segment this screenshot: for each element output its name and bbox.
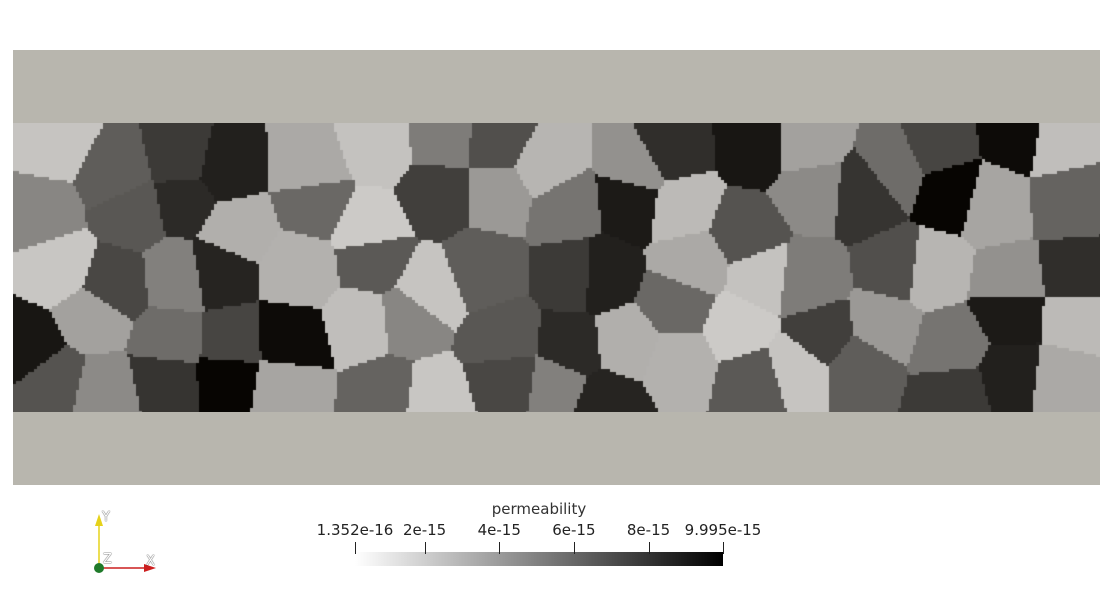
z-axis-label: Z bbox=[103, 552, 112, 567]
colorbar-title: permeability bbox=[491, 500, 587, 518]
colorbar-tick-label: 1.352e-16 bbox=[316, 521, 394, 539]
orientation-axes: Y Z X bbox=[88, 508, 168, 578]
colorbar-tick-label: 8e-15 bbox=[626, 521, 671, 539]
colorbar-ramp bbox=[355, 552, 723, 566]
mesh-canvas bbox=[13, 123, 1100, 412]
voronoi-mesh bbox=[13, 123, 1100, 412]
z-axis-dot bbox=[94, 563, 104, 573]
x-axis-arrowhead bbox=[144, 564, 156, 572]
y-axis-label: Y bbox=[102, 510, 110, 525]
colorbar-tick-label: 6e-15 bbox=[552, 521, 596, 539]
mesh-cells-image bbox=[13, 123, 1100, 412]
top-slab bbox=[13, 50, 1100, 123]
colorbar-tick bbox=[723, 542, 724, 554]
colorbar-legend: permeability 1.352e-16 2e-15 4e-15 6e-15 8e-… bbox=[300, 498, 800, 578]
colorbar-tick-label: 9.995e-15 bbox=[684, 521, 762, 539]
colorbar-tick bbox=[648, 542, 650, 554]
colorbar-tick-label: 4e-15 bbox=[477, 521, 521, 539]
colorbar-tick bbox=[355, 542, 356, 554]
colorbar-tick bbox=[424, 542, 426, 554]
colorbar-tick bbox=[499, 542, 501, 554]
y-axis-arrowhead bbox=[95, 514, 103, 526]
colorbar-tick bbox=[573, 542, 575, 554]
colorbar-tick-label: 2e-15 bbox=[402, 521, 447, 539]
axes-triad-graphic bbox=[94, 514, 156, 573]
bottom-slab bbox=[13, 412, 1100, 485]
x-axis-label: X bbox=[146, 554, 155, 569]
